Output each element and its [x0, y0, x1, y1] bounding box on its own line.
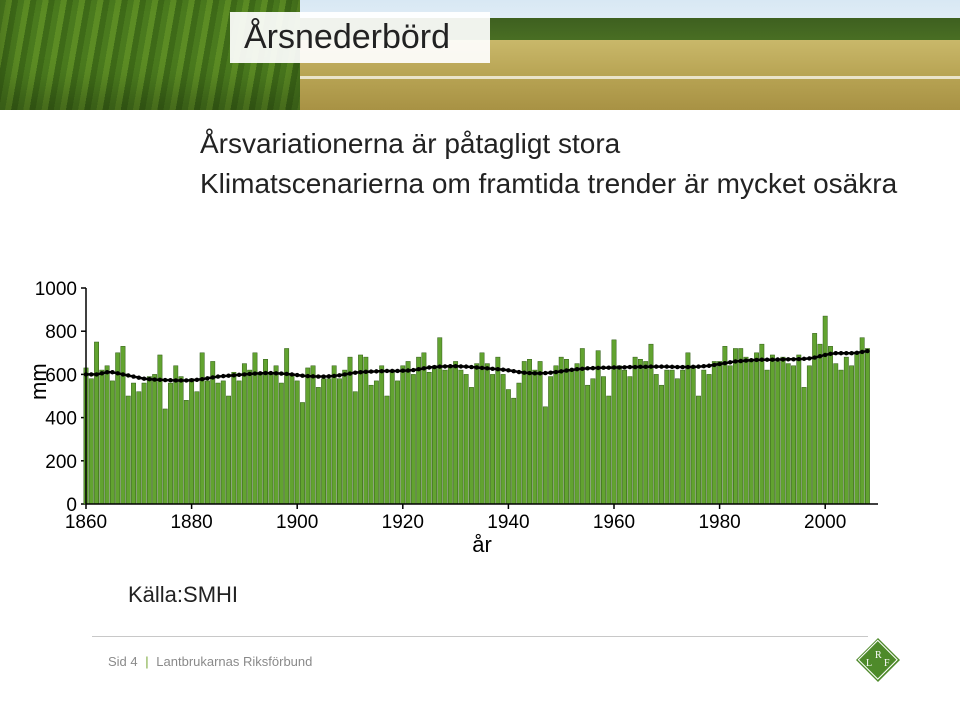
source-label: Källa:SMHI — [128, 582, 238, 608]
svg-text:år: år — [472, 532, 492, 557]
svg-text:1920: 1920 — [382, 512, 424, 533]
svg-text:1980: 1980 — [698, 512, 740, 533]
subtitle-line-2: Klimatscenarierna om framtida trender är… — [200, 168, 920, 200]
svg-text:200: 200 — [45, 452, 77, 473]
svg-text:1860: 1860 — [65, 512, 107, 533]
logo-letter-l: L — [866, 658, 872, 669]
footer-separator: | — [145, 654, 148, 669]
svg-text:400: 400 — [45, 409, 77, 430]
y-axis-label: mm — [26, 363, 52, 400]
footer-text: Sid 4 | Lantbrukarnas Riksförbund — [108, 654, 312, 669]
svg-text:1940: 1940 — [487, 512, 529, 533]
svg-text:1960: 1960 — [593, 512, 635, 533]
chart-container: mm 0200400600800100018601880190019201940… — [30, 280, 930, 581]
slide-title: Årsnederbörd — [244, 18, 450, 56]
svg-text:1880: 1880 — [170, 512, 212, 533]
logo-letter-f: F — [884, 658, 890, 669]
footer-org: Lantbrukarnas Riksförbund — [156, 654, 312, 669]
logo-letter-r: R — [875, 650, 882, 661]
svg-text:800: 800 — [45, 322, 77, 343]
banner: Årsnederbörd — [0, 0, 960, 110]
banner-rule — [300, 76, 960, 79]
title-box: Årsnederbörd — [230, 12, 490, 63]
precipitation-chart: 0200400600800100018601880190019201940196… — [30, 280, 890, 576]
lrf-logo: L R F — [854, 636, 902, 684]
footer-rule — [92, 636, 868, 637]
content: Årsvariationerna är påtagligt stora Klim… — [0, 110, 960, 200]
footer-page: Sid 4 — [108, 654, 138, 669]
subtitle-line-1: Årsvariationerna är påtagligt stora — [200, 128, 920, 160]
svg-text:2000: 2000 — [804, 512, 846, 533]
svg-text:1900: 1900 — [276, 512, 318, 533]
svg-text:1000: 1000 — [35, 280, 77, 300]
